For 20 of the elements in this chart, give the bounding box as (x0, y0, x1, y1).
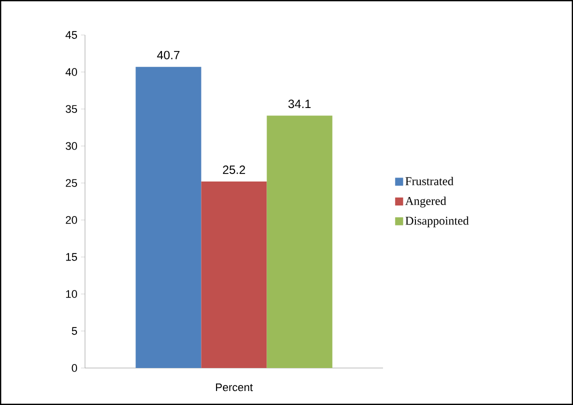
bar (266, 116, 332, 368)
legend-label: Frustrated (405, 176, 454, 186)
legend-label: Angered (405, 196, 446, 208)
y-tick-label: 25 (66, 179, 78, 187)
data-label: 40.7 (157, 50, 180, 60)
y-tick-label: 0 (72, 364, 78, 372)
y-tick-label: 30 (66, 142, 78, 150)
y-tick-label: 45 (66, 31, 78, 39)
data-label: 25.2 (222, 166, 246, 174)
data-label: 34.1 (288, 100, 311, 108)
y-tick-label: 5 (72, 327, 78, 335)
y-tick-label: 35 (66, 105, 78, 113)
y-tick-label: 15 (66, 253, 78, 261)
y-tick-label: 10 (66, 290, 78, 298)
bar (201, 182, 267, 368)
x-tick-label: Percent (216, 384, 253, 392)
bar (136, 66, 202, 368)
y-tick-label: 40 (66, 68, 78, 76)
legend-label: Disappointed (405, 216, 469, 228)
y-tick-label: 20 (66, 216, 78, 224)
